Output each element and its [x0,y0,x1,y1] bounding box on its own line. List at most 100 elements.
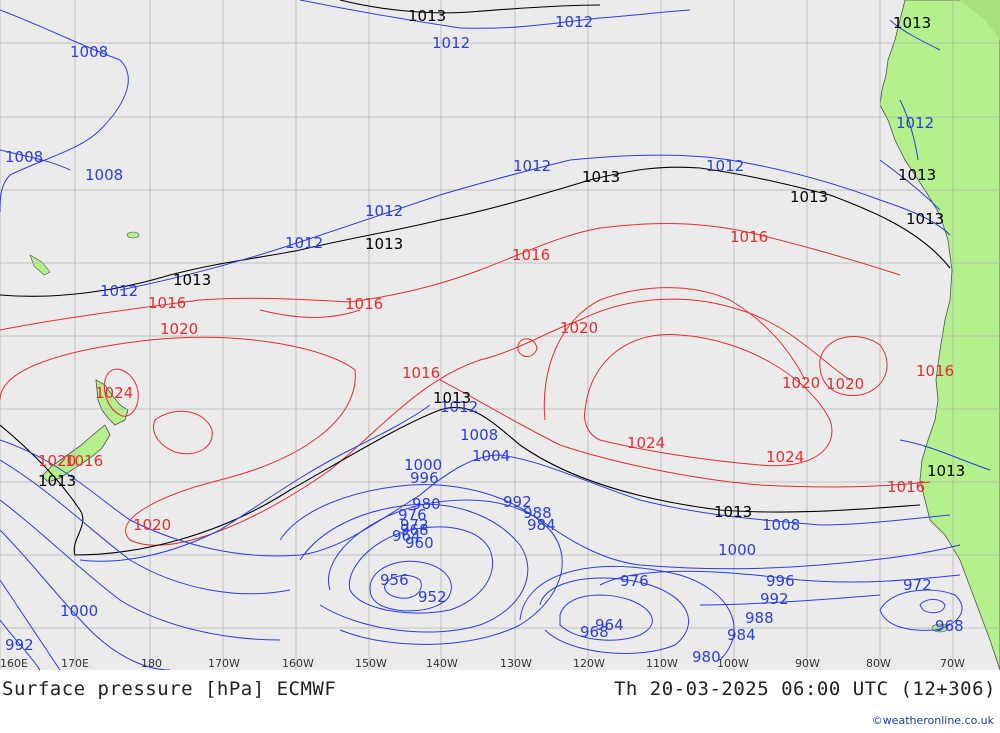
longitude-label: 70W [940,657,965,670]
longitude-axis: 160E 170E 180 170W 160W 150W 140W 130W 1… [0,657,965,670]
isobar-label: 1012 [706,157,744,175]
isobar-label: 992 [760,590,789,608]
isobar-label: 980 [692,648,721,666]
map-footer: Surface pressure [hPa] ECMWF Th 20-03-20… [0,670,1000,733]
valid-time: Th 20-03-2025 06:00 UTC (12+306) [613,678,996,700]
isobar-label: 1012 [365,202,403,220]
isobar-label: 952 [418,588,447,606]
isobar-label: 972 [903,576,932,594]
isobar-label: 992 [503,493,532,511]
isobar-label: 1008 [5,148,43,166]
isobar-label: 1013 [408,7,446,25]
longitude-label: 110W [646,657,678,670]
longitude-label: 80W [866,657,891,670]
isobar-label: 968 [935,617,964,635]
isobar-label: 1004 [472,447,510,465]
isobar-label: 1024 [766,448,804,466]
isobar-labels-1013: 1013 1013 1013 1013 1013 1013 1013 1013 … [38,7,965,521]
graticule [0,0,1000,670]
isobar-label: 1012 [432,34,470,52]
isobar-label: 1012 [285,234,323,252]
isobar-label: 1008 [85,166,123,184]
isobar-label: 1016 [65,452,103,470]
isobar-labels-low: 1012 1008 1008 1012 1012 1012 1012 1012 … [5,13,964,666]
isobar-label: 964 [595,616,624,634]
isobar-label: 1016 [887,478,925,496]
isobar-label: 992 [5,636,34,654]
map-title: Surface pressure [hPa] ECMWF [2,678,337,700]
isobar-label: 984 [527,516,556,534]
isobar-label: 1020 [826,375,864,393]
isobar-label: 1024 [627,434,665,452]
isobar-label: 984 [727,626,756,644]
isobar-label: 976 [620,572,649,590]
isobar-label: 1013 [714,503,752,521]
south-america-landmass [879,0,1000,670]
isobar-label: 1013 [38,472,76,490]
pressure-map: 1012 1008 1008 1012 1012 1012 1012 1012 … [0,0,1000,670]
longitude-label: 100W [717,657,749,670]
isobar-label: 1020 [133,516,171,534]
isobar-label: 1012 [440,398,478,416]
isobar-label: 1008 [762,516,800,534]
isobar-label: 988 [745,609,774,627]
isobar-label: 996 [410,469,439,487]
pacific-islands [29,231,949,633]
isobar-label: 1008 [460,426,498,444]
isobar-label: 968 [580,623,609,641]
isobar-label: 1012 [555,13,593,31]
low-pressure-isobars [0,0,991,670]
longitude-label: 160E [0,657,28,670]
isobar-label: 1020 [782,374,820,392]
reference-isobars-1013 [0,0,951,556]
isobar-label: 1012 [513,157,551,175]
ocean-background [0,0,1000,670]
isobar-label: 988 [523,504,552,522]
isobar-label: 1016 [402,364,440,382]
isobar-label: 968 [400,521,429,539]
isobar-label: 1013 [790,188,828,206]
isobar-label: 1024 [95,384,133,402]
longitude-label: 160W [282,657,314,670]
isobar-label: 976 [398,506,427,524]
isobar-label: 1012 [896,114,934,132]
isobar-label: 1013 [906,210,944,228]
isobar-label: 1020 [160,320,198,338]
isobar-label: 1008 [70,43,108,61]
isobar-label: 972 [400,516,429,534]
isobar-label: 1013 [173,271,211,289]
isobar-label: 980 [412,495,441,513]
isobar-label: 1013 [893,14,931,32]
isobar-labels-high: 1016 1020 1024 1016 1020 1016 1016 1020 … [38,228,954,534]
isobar-label: 960 [405,534,434,552]
longitude-label: 170E [61,657,89,670]
isobar-label: 1000 [718,541,756,559]
isobar-label: 1000 [60,602,98,620]
longitude-label: 140W [426,657,458,670]
isobar-label: 1016 [512,246,550,264]
longitude-label: 90W [795,657,820,670]
isobar-label: 1016 [345,295,383,313]
isobar-label: 1020 [560,319,598,337]
longitude-label: 180 [141,657,162,670]
isobar-label: 1000 [404,456,442,474]
isobar-label: 956 [380,571,409,589]
isobar-label: 1013 [582,168,620,186]
isobar-label: 1016 [916,362,954,380]
longitude-label: 130W [500,657,532,670]
longitude-label: 120W [573,657,605,670]
high-pressure-isobars [0,223,931,546]
isobar-label: 996 [766,572,795,590]
isobar-label: 1016 [730,228,768,246]
longitude-label: 170W [208,657,240,670]
isobar-label: 1013 [365,235,403,253]
isobar-label: 1012 [100,282,138,300]
isobar-label: 1013 [927,462,965,480]
isobar-label: 1020 [38,452,76,470]
isobar-label: 1013 [898,166,936,184]
isobar-label: 964 [392,527,421,545]
isobar-label: 1013 [433,389,471,407]
longitude-label: 150W [355,657,387,670]
isobar-label: 1016 [148,294,186,312]
credit-link[interactable]: ©weatheronline.co.uk [871,714,994,727]
